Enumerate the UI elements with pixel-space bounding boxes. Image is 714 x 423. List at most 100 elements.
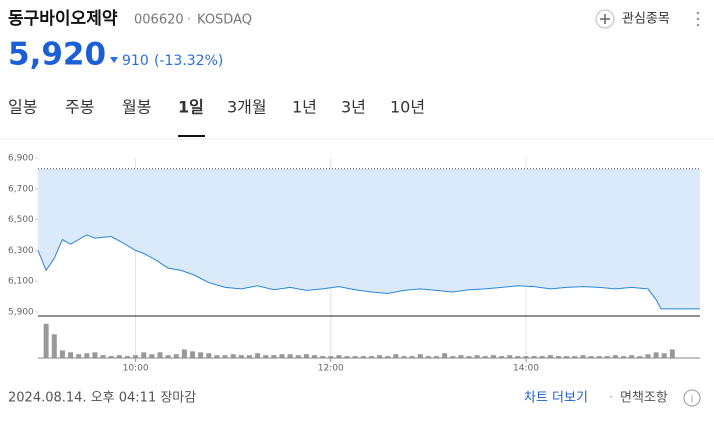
info-glyph: i [691,394,694,405]
period-tab[interactable]: 1년 [292,98,317,117]
volume-bar [263,355,269,358]
volume-bar [100,355,106,358]
volume-bar [84,353,90,358]
volume-bar [458,355,464,358]
price-line [37,234,700,310]
volume-bar [149,354,155,358]
volume-bar [165,355,171,358]
period-tab[interactable]: 월봉 [122,98,151,117]
plus [600,14,610,24]
volume-bar [653,352,659,358]
volume-bar [555,356,561,358]
market: KOSDAQ [197,13,252,28]
volume-bar [482,356,488,358]
volume-bar [271,355,277,358]
volume-bar [133,355,139,358]
x-tick-label: 14:00 [513,364,539,374]
volume-bar [116,355,122,358]
down-arrow [110,57,118,63]
volume-bar [466,356,472,358]
period-tab[interactable]: 3년 [341,98,366,117]
separator: · [609,391,613,406]
volume-bar [564,356,570,358]
volume-bar [385,356,391,358]
volume-bar [572,356,578,358]
volume-bar [588,356,594,358]
volume-bar [295,355,301,358]
volume-bar [474,355,480,358]
volume-bar [108,356,114,358]
volume-bar [246,355,252,358]
volume-bar [669,349,675,358]
y-tick-label: 6,300 [8,246,34,256]
y-tick-label: 5,900 [8,308,34,318]
volume-bar [360,356,366,358]
volume-bar [279,354,285,358]
volume-bar [604,356,610,358]
volume-bar [499,356,505,358]
volume-bar [76,354,82,358]
volume-bar [401,356,407,358]
volume-bar [442,353,448,358]
watch-icon[interactable] [595,9,615,29]
volume-bar [238,355,244,358]
x-tick-label: 10:00 [123,364,149,374]
period-tab[interactable]: 10년 [390,98,425,117]
volume-bar [51,334,57,358]
volume-bar [92,352,98,358]
volume-bar [539,356,545,358]
period-tabs: 일봉 주봉 월봉 1일 3개월 1년 3년 10년 [8,98,425,117]
watch-button[interactable]: 관심종목 [622,12,670,27]
volume-bar [531,356,537,358]
volume-bar [320,356,326,358]
volume-bar [190,351,196,358]
volume-bar [507,355,513,358]
volume-bar [490,355,496,358]
y-tick-label: 6,500 [8,215,34,225]
period-tab[interactable]: 1일 [178,98,204,117]
y-tick-label: 6,700 [8,184,34,194]
volume-bar [344,356,350,358]
volume-bar [287,354,293,358]
volume-bar [198,352,204,358]
volume-bar [368,356,374,358]
volume-bar [621,356,627,358]
y-tick-label: 6,100 [8,277,34,287]
volume-bar [214,355,220,358]
period-tab[interactable]: 3개월 [227,98,267,117]
volume-bar [377,355,383,358]
volume-bar [173,354,179,358]
volume-bar [450,356,456,358]
change-pct: (-13.32%) [154,53,223,69]
volume-bar [645,354,651,358]
volume-bar [124,356,130,358]
volume-bar [547,355,553,358]
volume-bar [580,355,586,358]
volume-bar [303,354,309,358]
volume-bar [181,349,187,358]
x-tick-label: 12:00 [318,364,344,374]
stock-name: 동구바이오제약 [8,8,118,29]
volume-bar [230,354,236,358]
more-menu[interactable] [696,11,700,27]
stock-code: 006620 [134,13,184,28]
more-chart-link[interactable]: 차트 더보기 [524,391,588,406]
price: 5,920 [8,37,106,73]
volume-bar [141,352,147,358]
volume-bar [312,355,318,358]
period-tab[interactable]: 일봉 [8,98,37,117]
volume-bar [336,355,342,358]
volume-bar [68,352,74,358]
volume-bar [629,355,635,358]
info-icon[interactable] [683,389,701,407]
volume-bar [206,353,212,358]
volume-bar [43,323,49,358]
y-tick-label: 6,900 [8,154,34,164]
volume-bar [328,356,334,358]
area-fill [38,168,700,309]
volume-bar [515,356,521,358]
period-tab[interactable]: 주봉 [65,98,94,117]
disclaimer-link[interactable]: 면책조항 [620,391,668,406]
